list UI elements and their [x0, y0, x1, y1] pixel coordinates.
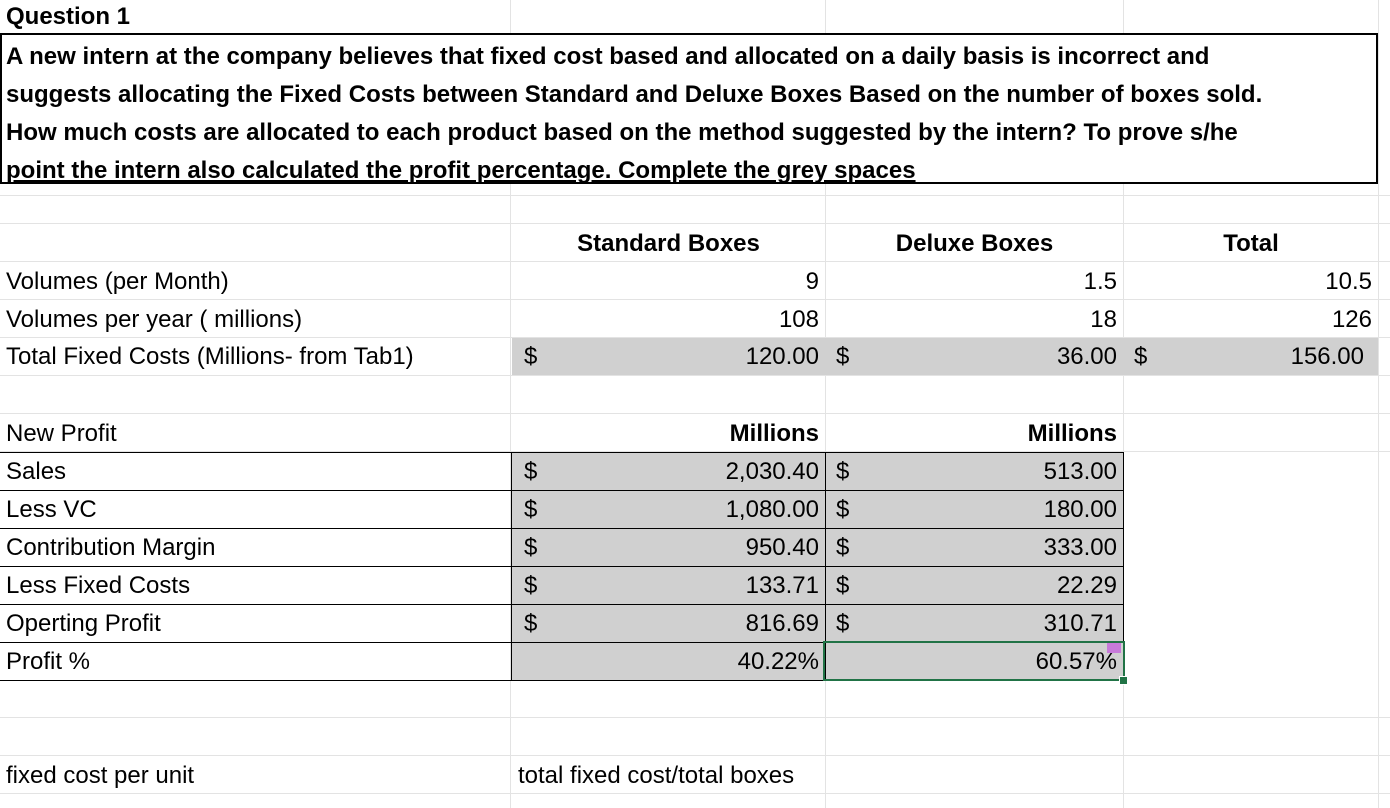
question-line-3: How much costs are allocated to each pro…	[6, 119, 1238, 146]
sales-standard-currency: $	[524, 458, 538, 485]
header-standard-boxes[interactable]: Standard Boxes	[577, 230, 760, 257]
fixed-deluxe-currency: $	[836, 343, 850, 370]
unit-standard[interactable]: Millions	[729, 420, 819, 447]
op-deluxe-currency: $	[836, 610, 850, 637]
volumes-year-standard[interactable]: 108	[778, 306, 819, 333]
volumes-year-deluxe[interactable]: 18	[1090, 306, 1117, 333]
fixed-costs-standard[interactable]: 120.00	[745, 343, 819, 370]
fixed-costs-grey-fill	[512, 338, 1378, 375]
sales-deluxe[interactable]: 513.00	[1043, 458, 1117, 485]
cm-standard[interactable]: 950.40	[745, 534, 819, 561]
fixed-costs-label[interactable]: Total Fixed Costs (Millions- from Tab1)	[6, 343, 414, 370]
row-label-less-vc[interactable]: Less VC	[6, 496, 97, 523]
fixed-standard-currency: $	[524, 343, 538, 370]
sales-deluxe-currency: $	[836, 458, 850, 485]
lfc-standard[interactable]: 133.71	[745, 572, 819, 599]
unit-deluxe[interactable]: Millions	[1027, 420, 1117, 447]
border-line	[0, 604, 1124, 605]
less-vc-standard[interactable]: 1,080.00	[725, 496, 819, 523]
border-line	[511, 452, 512, 681]
question-title: Question 1	[6, 3, 131, 30]
border-line	[0, 680, 1124, 681]
lfc-standard-currency: $	[524, 572, 538, 599]
border-line	[1123, 452, 1124, 681]
volumes-month-label[interactable]: Volumes (per Month)	[6, 268, 229, 295]
volumes-year-total[interactable]: 126	[1331, 306, 1372, 333]
op-deluxe[interactable]: 310.71	[1043, 610, 1117, 637]
cm-standard-currency: $	[524, 534, 538, 561]
cm-deluxe[interactable]: 333.00	[1043, 534, 1117, 561]
profit-pct-standard[interactable]: 40.22%	[737, 648, 819, 675]
active-cell-selection[interactable]	[823, 641, 1125, 681]
fixed-costs-deluxe[interactable]: 36.00	[1056, 343, 1117, 370]
header-total[interactable]: Total	[1223, 230, 1279, 257]
comment-indicator-icon[interactable]	[1107, 643, 1121, 653]
fixed-cost-formula-note[interactable]: total fixed cost/total boxes	[518, 762, 795, 789]
fill-handle[interactable]	[1119, 676, 1128, 685]
sales-standard[interactable]: 2,030.40	[725, 458, 819, 485]
volumes-month-deluxe[interactable]: 1.5	[1083, 268, 1117, 295]
row-label-profit-pct[interactable]: Profit %	[6, 648, 91, 675]
cm-deluxe-currency: $	[836, 534, 850, 561]
row-label-contribution-margin[interactable]: Contribution Margin	[6, 534, 216, 561]
lfc-deluxe-currency: $	[836, 572, 850, 599]
fixed-cost-per-unit-label[interactable]: fixed cost per unit	[6, 762, 195, 789]
question-box	[0, 33, 1378, 184]
question-line-4: point the intern also calculated the pro…	[6, 157, 916, 184]
op-standard-currency: $	[524, 610, 538, 637]
border-line	[0, 642, 1124, 643]
row-label-operating-profit[interactable]: Operting Profit	[6, 610, 161, 637]
less-vc-deluxe-currency: $	[836, 496, 850, 523]
new-profit-title[interactable]: New Profit	[6, 420, 117, 447]
border-line	[825, 452, 826, 681]
header-deluxe-boxes[interactable]: Deluxe Boxes	[895, 230, 1054, 257]
border-line	[0, 490, 1124, 491]
volumes-month-standard[interactable]: 9	[805, 268, 819, 295]
less-vc-deluxe[interactable]: 180.00	[1043, 496, 1117, 523]
question-text: A new intern at the company believes tha…	[6, 38, 1371, 190]
row-label-sales[interactable]: Sales	[6, 458, 67, 485]
border-line	[0, 566, 1124, 567]
profit-pct-deluxe[interactable]: 60.57%	[1035, 648, 1117, 675]
lfc-deluxe[interactable]: 22.29	[1056, 572, 1117, 599]
border-line	[0, 528, 1124, 529]
question-line-1: A new intern at the company believes tha…	[6, 43, 1210, 70]
volumes-month-total[interactable]: 10.5	[1325, 268, 1372, 295]
row-label-less-fixed-costs[interactable]: Less Fixed Costs	[6, 572, 191, 599]
less-vc-standard-currency: $	[524, 496, 538, 523]
op-standard[interactable]: 816.69	[745, 610, 819, 637]
question-line-2: suggests allocating the Fixed Costs betw…	[6, 81, 1263, 108]
fixed-costs-total[interactable]: 156.00	[1290, 343, 1364, 370]
border-line	[0, 452, 1124, 453]
volumes-year-label[interactable]: Volumes per year ( millions)	[6, 306, 303, 333]
fixed-total-currency: $	[1134, 343, 1148, 370]
